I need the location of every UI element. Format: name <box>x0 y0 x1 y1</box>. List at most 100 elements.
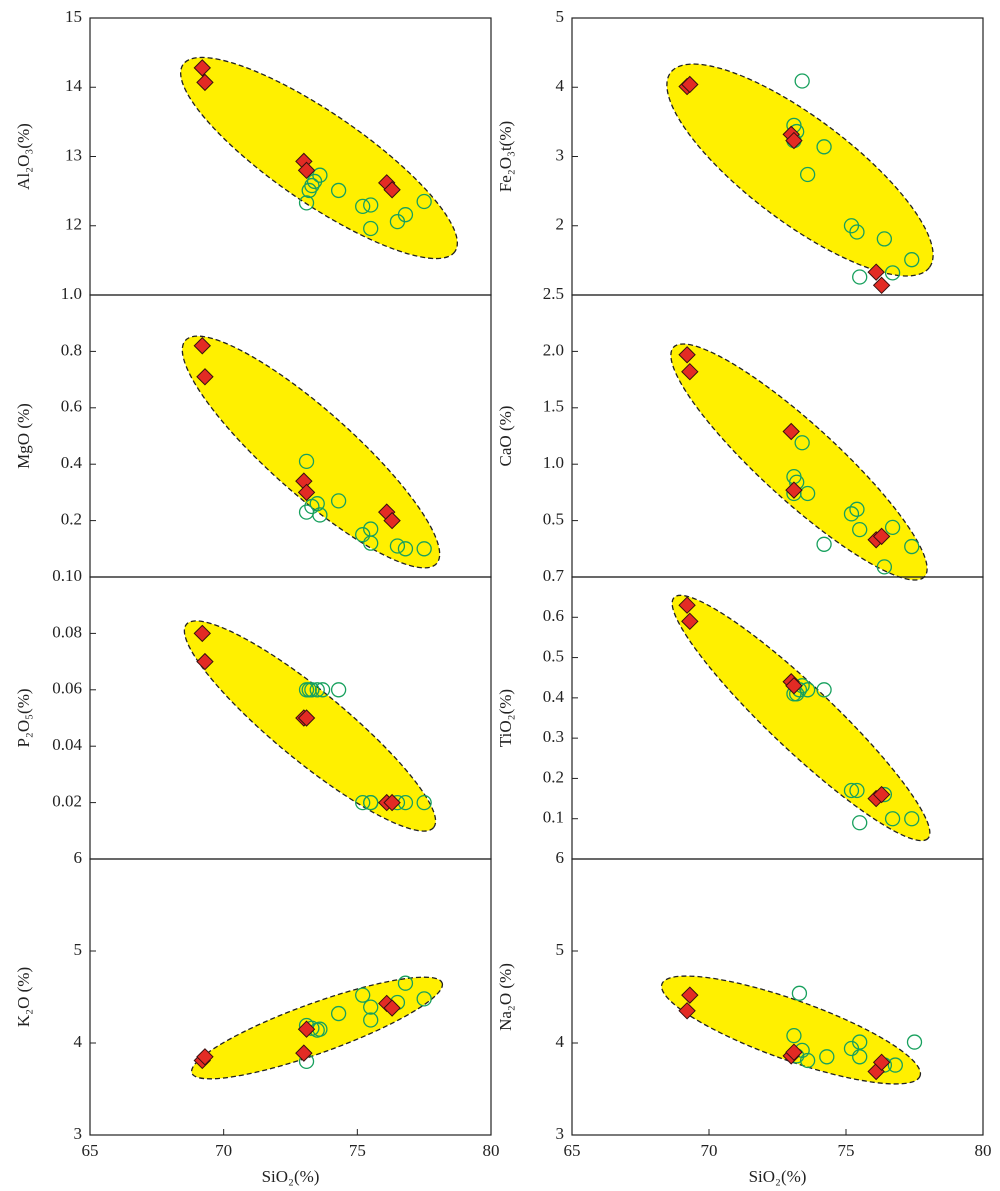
x-tick-label: 80 <box>483 1141 500 1160</box>
circle-point <box>416 193 432 210</box>
y-tick-label: 0.4 <box>543 687 565 706</box>
circle-point <box>330 493 347 509</box>
circle-point <box>906 1034 923 1050</box>
diamond-point <box>785 677 803 695</box>
circle-point <box>355 198 371 215</box>
diamond-point <box>681 612 699 631</box>
diamond-point <box>193 337 211 355</box>
y-tick-label: 0.3 <box>543 727 564 746</box>
y-tick-label: 6 <box>556 848 565 867</box>
diamond-point <box>297 1020 316 1038</box>
diamond-point <box>383 793 401 812</box>
circle-point <box>852 521 868 538</box>
circle-point <box>416 794 432 811</box>
circle-point <box>799 1052 816 1069</box>
circle-point <box>884 811 901 827</box>
y-tick-label: 2.0 <box>543 340 564 359</box>
circle-point <box>304 682 320 698</box>
y-tick-label: 6 <box>74 848 83 867</box>
circle-point <box>852 815 868 831</box>
diamond-point <box>872 276 891 295</box>
circle-point <box>416 541 432 557</box>
diamond-point <box>785 1043 803 1061</box>
y-tick-label: 1.0 <box>543 453 564 472</box>
circle-point <box>876 559 893 575</box>
y-tick-label: 0.8 <box>61 340 82 359</box>
diamond-point <box>867 263 885 281</box>
y-tick-label: 0.1 <box>543 808 564 827</box>
circle-point <box>363 220 379 237</box>
circle-point <box>397 975 414 991</box>
y-tick-label: 12 <box>65 215 82 234</box>
y-tick-label: 2 <box>556 215 565 234</box>
y-axis-label: TiO₂(%) <box>496 689 515 747</box>
circle-point <box>799 166 816 183</box>
circle-point <box>904 538 920 555</box>
y-tick-label: 0.02 <box>52 792 82 811</box>
circle-point <box>887 1057 903 1073</box>
diamond-point <box>681 986 699 1004</box>
field-ellipse <box>180 56 458 260</box>
x-tick-label: 65 <box>82 1141 99 1160</box>
circle-point <box>843 782 860 799</box>
circle-point <box>849 782 865 799</box>
circle-point <box>355 527 371 543</box>
circle-point <box>330 1005 347 1022</box>
circle-point <box>330 182 347 199</box>
y-tick-label: 3 <box>556 145 565 164</box>
y-tick-label: 5 <box>74 940 83 959</box>
x-tick-label: 70 <box>215 1141 232 1160</box>
y-tick-label: 15 <box>65 7 82 26</box>
circle-point <box>799 485 816 502</box>
y-tick-label: 0.4 <box>61 453 83 472</box>
circle-point <box>389 538 406 554</box>
circle-point <box>363 794 379 811</box>
field-ellipse <box>190 976 444 1080</box>
circle-point <box>816 139 832 155</box>
circle-point <box>852 1049 868 1065</box>
x-tick-label: 65 <box>564 1141 581 1160</box>
diamond-point <box>785 131 803 150</box>
y-tick-label: 0.10 <box>52 566 82 585</box>
field-ellipse <box>666 63 934 277</box>
diamond-point <box>383 511 401 530</box>
circle-point <box>397 207 414 223</box>
x-axis-label: SiO₂(%) <box>262 1167 320 1186</box>
y-tick-label: 0.04 <box>52 735 82 754</box>
diamond-point <box>872 527 891 546</box>
circle-point <box>309 682 325 698</box>
circle-point <box>330 682 347 698</box>
diamond-point <box>782 422 800 441</box>
y-tick-label: 14 <box>65 76 83 95</box>
diamond-point <box>383 999 401 1017</box>
circle-point <box>816 682 832 698</box>
y-tick-label: 0.08 <box>52 622 82 641</box>
field-ellipse <box>660 975 922 1085</box>
diamond-point <box>383 181 401 199</box>
circle-point <box>312 507 328 523</box>
y-tick-label: 0.2 <box>543 767 564 786</box>
diamond-point <box>297 709 316 727</box>
circle-point <box>852 1034 868 1050</box>
y-tick-label: 4 <box>556 1032 565 1051</box>
circle-point <box>298 453 315 470</box>
field-ellipse <box>183 620 437 832</box>
diamond-point <box>196 73 214 92</box>
y-axis-label: CaO (%) <box>496 406 515 467</box>
x-tick-label: 75 <box>349 1141 366 1160</box>
circle-point <box>355 794 371 811</box>
y-tick-label: 0.06 <box>52 679 82 698</box>
diamond-point <box>297 483 316 502</box>
diamond-point <box>196 652 214 671</box>
diamond-point <box>193 624 211 643</box>
circle-point <box>314 682 331 698</box>
y-tick-label: 0.5 <box>543 510 564 529</box>
circle-point <box>791 985 808 1001</box>
x-tick-label: 70 <box>701 1141 718 1160</box>
circle-point <box>312 167 328 183</box>
panel-frame <box>89 858 492 1136</box>
circle-point <box>786 1027 802 1044</box>
y-tick-label: 13 <box>65 145 82 164</box>
x-axis-label: SiO₂(%) <box>749 1167 807 1186</box>
